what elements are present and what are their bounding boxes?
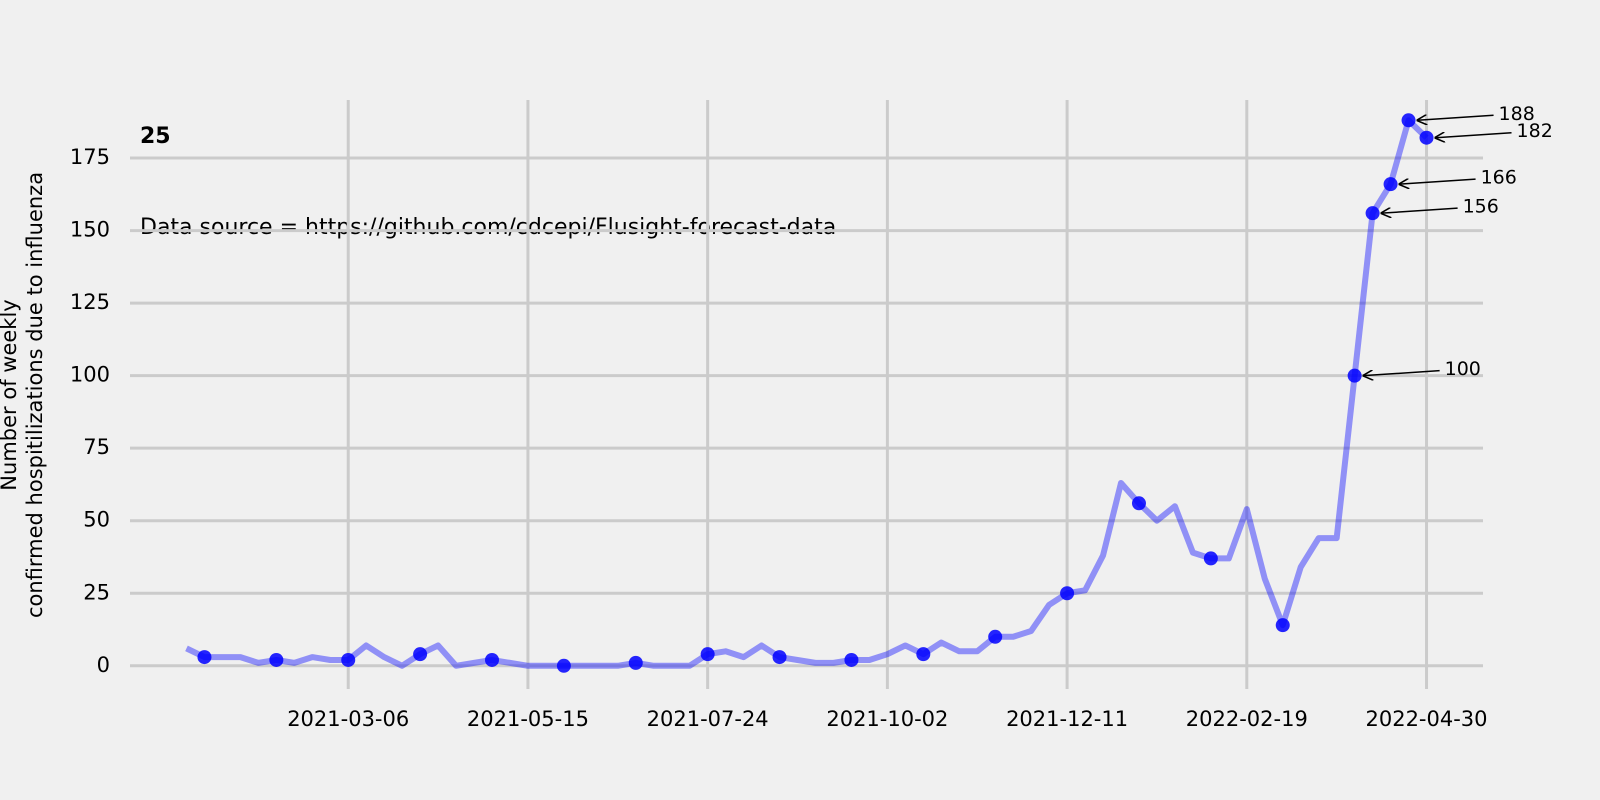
point [341,652,356,667]
x-tick-label: 2021-10-02 [826,707,948,731]
callout-arrow [1436,133,1512,138]
point [1419,130,1434,145]
y-tick-label: 125 [70,290,110,314]
x-tick-label: 2022-04-30 [1365,707,1487,731]
callout-arrow [1400,179,1476,184]
point [772,650,787,665]
y-tick-label: 75 [83,435,110,459]
point [844,652,859,667]
x-tick-label: 2021-03-06 [287,707,409,731]
callout-label: 156 [1463,196,1499,218]
point [1131,496,1146,511]
point [628,655,643,670]
callout-label: 188 [1499,103,1535,125]
point [700,647,715,662]
point [1203,551,1218,566]
callout-arrow [1382,208,1458,213]
point [1365,206,1380,221]
x-tick-label: 2021-07-24 [647,707,769,731]
y-axis-label: Number of weekly [0,299,21,490]
callout-label: 100 [1445,358,1481,380]
y-tick-label: 50 [83,508,110,532]
point [1383,177,1398,192]
callout-arrow [1418,115,1494,120]
y-tick-label: 25 [83,580,110,604]
y-axis-label: confirmed hospitilizations due to influe… [23,172,47,618]
source-note: Data source = https://github.com/cdcepi/… [140,215,836,240]
x-tick-label: 2022-02-19 [1186,707,1308,731]
point [413,647,428,662]
point [484,652,499,667]
point [988,629,1003,644]
point [916,647,931,662]
y-tick-label: 0 [97,653,110,677]
point [1401,113,1416,128]
y-tick-label: 175 [70,145,110,169]
x-tick-label: 2021-12-11 [1006,707,1128,731]
callout-arrow [1364,371,1440,376]
callout-label: 182 [1517,120,1553,142]
point [556,658,571,673]
y-tick-label: 100 [70,363,110,387]
panel-label: 25 [140,124,171,149]
point [269,652,284,667]
point [1060,586,1075,601]
y-tick-label: 150 [70,218,110,242]
point [1275,618,1290,633]
callout-label: 166 [1481,167,1517,189]
series-line [185,117,1429,669]
point [1347,368,1362,383]
x-tick-label: 2021-05-15 [467,707,589,731]
point [197,650,212,665]
